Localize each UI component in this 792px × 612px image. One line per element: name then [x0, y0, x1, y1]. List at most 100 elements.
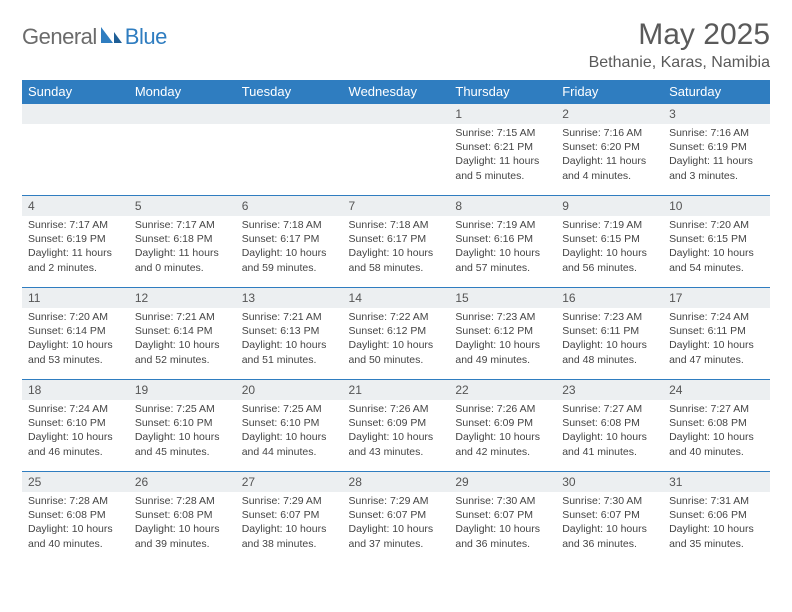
daylight-text: Daylight: 10 hours and 54 minutes.	[669, 247, 754, 273]
sunrise-text: Sunrise: 7:25 AM	[135, 403, 215, 415]
sunset-text: Sunset: 6:15 PM	[669, 233, 747, 245]
day-number: 1	[449, 104, 556, 124]
header: General Blue May 2025 Bethanie, Karas, N…	[22, 18, 770, 72]
calendar-week-row: 4Sunrise: 7:17 AMSunset: 6:19 PMDaylight…	[22, 196, 770, 288]
day-info	[22, 124, 129, 130]
sunset-text: Sunset: 6:07 PM	[562, 509, 640, 521]
calendar-day-cell: 19 Sunrise: 7:25 AM Sunset: 6:10 PM Dayligh…	[129, 380, 236, 472]
day-number: 4	[22, 196, 129, 216]
daylight-text: Daylight: 10 hours and 45 minutes.	[135, 431, 220, 457]
calendar-day-cell: 22Sunrise: 7:26 AMSunset: 6:09 PMDayligh…	[449, 380, 556, 472]
calendar-day-cell: 14Sunrise: 7:22 AMSunset: 6:12 PMDayligh…	[343, 288, 450, 380]
day-number: 21	[343, 380, 450, 400]
day-number: 16	[556, 288, 663, 308]
sunset-text: Sunset: 6:19 PM	[669, 141, 747, 153]
daylight-text: Daylight: 10 hours and 39 minutes.	[135, 523, 220, 549]
calendar-day-cell: 29Sunrise: 7:30 AMSunset: 6:07 PMDayligh…	[449, 472, 556, 564]
calendar-day-cell: 1Sunrise: 7:15 AMSunset: 6:21 PMDaylight…	[449, 104, 556, 196]
weekday-header: Monday	[129, 80, 236, 104]
day-info: Sunrise: 7:23 AMSunset: 6:11 PMDaylight:…	[556, 308, 663, 371]
sunset-text: Sunset: 6:17 PM	[349, 233, 427, 245]
sunset-text: Sunset: 6:14 PM	[28, 325, 106, 337]
page-title: May 2025	[589, 18, 770, 52]
sunrise-text: Sunrise: 7:27 AM	[562, 403, 642, 415]
day-number	[236, 104, 343, 124]
calendar-day-cell: 17Sunrise: 7:24 AMSunset: 6:11 PMDayligh…	[663, 288, 770, 380]
daylight-text: Daylight: 10 hours and 38 minutes.	[242, 523, 327, 549]
day-number: 30	[556, 472, 663, 492]
day-number: 3	[663, 104, 770, 124]
day-number: 9	[556, 196, 663, 216]
day-number: 14	[343, 288, 450, 308]
day-info: Sunrise: 7:16 AMSunset: 6:20 PMDaylight:…	[556, 124, 663, 187]
weekday-header: Thursday	[449, 80, 556, 104]
logo-text-general: General	[22, 24, 97, 50]
day-info: Sunrise: 7:20 AM Sunset: 6:15 PM Daylight:…	[663, 216, 770, 279]
day-number	[22, 104, 129, 124]
sunrise-text: Sunrise: 7:26 AM	[349, 403, 429, 415]
weekday-header: Sunday	[22, 80, 129, 104]
day-info: Sunrise: 7:15 AMSunset: 6:21 PMDaylight:…	[449, 124, 556, 187]
sunrise-text: Sunrise: 7:30 AM	[562, 495, 642, 507]
sunset-text: Sunset: 6:08 PM	[669, 417, 747, 429]
day-number: 10	[663, 196, 770, 216]
sunset-text: Sunset: 6:14 PM	[135, 325, 213, 337]
sunrise-text: Sunrise: 7:19 AM	[562, 219, 642, 231]
sunrise-text: Sunrise: 7:25 AM	[242, 403, 322, 415]
sunrise-text: Sunrise: 7:29 AM	[242, 495, 322, 507]
calendar-day-cell	[129, 104, 236, 196]
day-info: Sunrise: 7:22 AMSunset: 6:12 PMDaylight:…	[343, 308, 450, 371]
logo-text-blue: Blue	[125, 24, 167, 50]
day-info	[236, 124, 343, 130]
sunrise-text: Sunrise: 7:23 AM	[562, 311, 642, 323]
sunset-text: Sunset: 6:21 PM	[455, 141, 533, 153]
calendar-day-cell	[22, 104, 129, 196]
calendar-day-cell: 16Sunrise: 7:23 AMSunset: 6:11 PMDayligh…	[556, 288, 663, 380]
daylight-text: Daylight: 10 hours and 53 minutes.	[28, 339, 113, 365]
weekday-header: Tuesday	[236, 80, 343, 104]
calendar-day-cell: 24Sunrise: 7:27 AMSunset: 6:08 PMDayligh…	[663, 380, 770, 472]
daylight-text: Daylight: 10 hours and 48 minutes.	[562, 339, 647, 365]
sunrise-text: Sunrise: 7:19 AM	[455, 219, 535, 231]
calendar-day-cell: 31Sunrise: 7:31 AMSunset: 6:06 PMDayligh…	[663, 472, 770, 564]
sunset-text: Sunset: 6:09 PM	[349, 417, 427, 429]
day-number: 25	[22, 472, 129, 492]
day-number: 7	[343, 196, 450, 216]
sunrise-text: Sunrise: 7:27 AM	[669, 403, 749, 415]
daylight-text: Daylight: 11 hours and 3 minutes.	[669, 155, 753, 181]
sunset-text: Sunset: 6:08 PM	[135, 509, 213, 521]
sunrise-text: Sunrise: 7:20 AM	[669, 219, 749, 231]
calendar-day-cell: 13Sunrise: 7:21 AMSunset: 6:13 PMDayligh…	[236, 288, 343, 380]
sunrise-text: Sunrise: 7:29 AM	[349, 495, 429, 507]
sunset-text: Sunset: 6:11 PM	[669, 325, 746, 337]
day-info: Sunrise: 7:28 AMSunset: 6:08 PMDaylight:…	[129, 492, 236, 555]
day-info: Sunrise: 7:19 AMSunset: 6:15 PMDaylight:…	[556, 216, 663, 279]
daylight-text: Daylight: 10 hours and 44 minutes.	[242, 431, 327, 457]
sunset-text: Sunset: 6:10 PM	[135, 417, 213, 429]
daylight-text: Daylight: 10 hours and 47 minutes.	[669, 339, 754, 365]
day-number: 29	[449, 472, 556, 492]
calendar-day-cell	[236, 104, 343, 196]
sunset-text: Sunset: 6:19 PM	[28, 233, 106, 245]
daylight-text: Daylight: 10 hours and 41 minutes.	[562, 431, 647, 457]
day-info: Sunrise: 7:18 AMSunset: 6:17 PMDaylight:…	[236, 216, 343, 279]
calendar-day-cell: 23Sunrise: 7:27 AMSunset: 6:08 PMDayligh…	[556, 380, 663, 472]
day-info: Sunrise: 7:29 AMSunset: 6:07 PMDaylight:…	[343, 492, 450, 555]
calendar-day-cell: 15Sunrise: 7:23 AMSunset: 6:12 PMDayligh…	[449, 288, 556, 380]
weekday-header: Wednesday	[343, 80, 450, 104]
sunrise-text: Sunrise: 7:31 AM	[669, 495, 749, 507]
day-info: Sunrise: 7:31 AMSunset: 6:06 PMDaylight:…	[663, 492, 770, 555]
daylight-text: Daylight: 10 hours and 36 minutes.	[562, 523, 647, 549]
sunrise-text: Sunrise: 7:20 AM	[28, 311, 108, 323]
day-info: Sunrise: 7:24 AMSunset: 6:11 PMDaylight:…	[663, 308, 770, 371]
day-info: Sunrise: 7:26 AMSunset: 6:09 PMDaylight:…	[343, 400, 450, 463]
sunrise-text: Sunrise: 7:18 AM	[349, 219, 429, 231]
weekday-header: Saturday	[663, 80, 770, 104]
day-info: Sunrise: 7:20 AM Sunset: 6:14 PM Daylight:…	[22, 308, 129, 371]
calendar-day-cell: 18Sunrise: 7:24 AMSunset: 6:10 PMDayligh…	[22, 380, 129, 472]
day-number: 19	[129, 380, 236, 400]
calendar-day-cell: 10 Sunrise: 7:20 AM Sunset: 6:15 PM Dayligh…	[663, 196, 770, 288]
daylight-text: Daylight: 11 hours and 5 minutes.	[455, 155, 539, 181]
day-number: 24	[663, 380, 770, 400]
calendar-week-row: 18Sunrise: 7:24 AMSunset: 6:10 PMDayligh…	[22, 380, 770, 472]
